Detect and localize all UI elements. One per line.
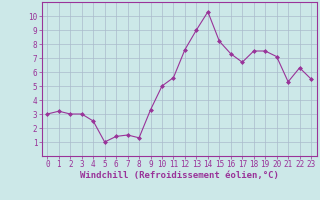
X-axis label: Windchill (Refroidissement éolien,°C): Windchill (Refroidissement éolien,°C) — [80, 171, 279, 180]
